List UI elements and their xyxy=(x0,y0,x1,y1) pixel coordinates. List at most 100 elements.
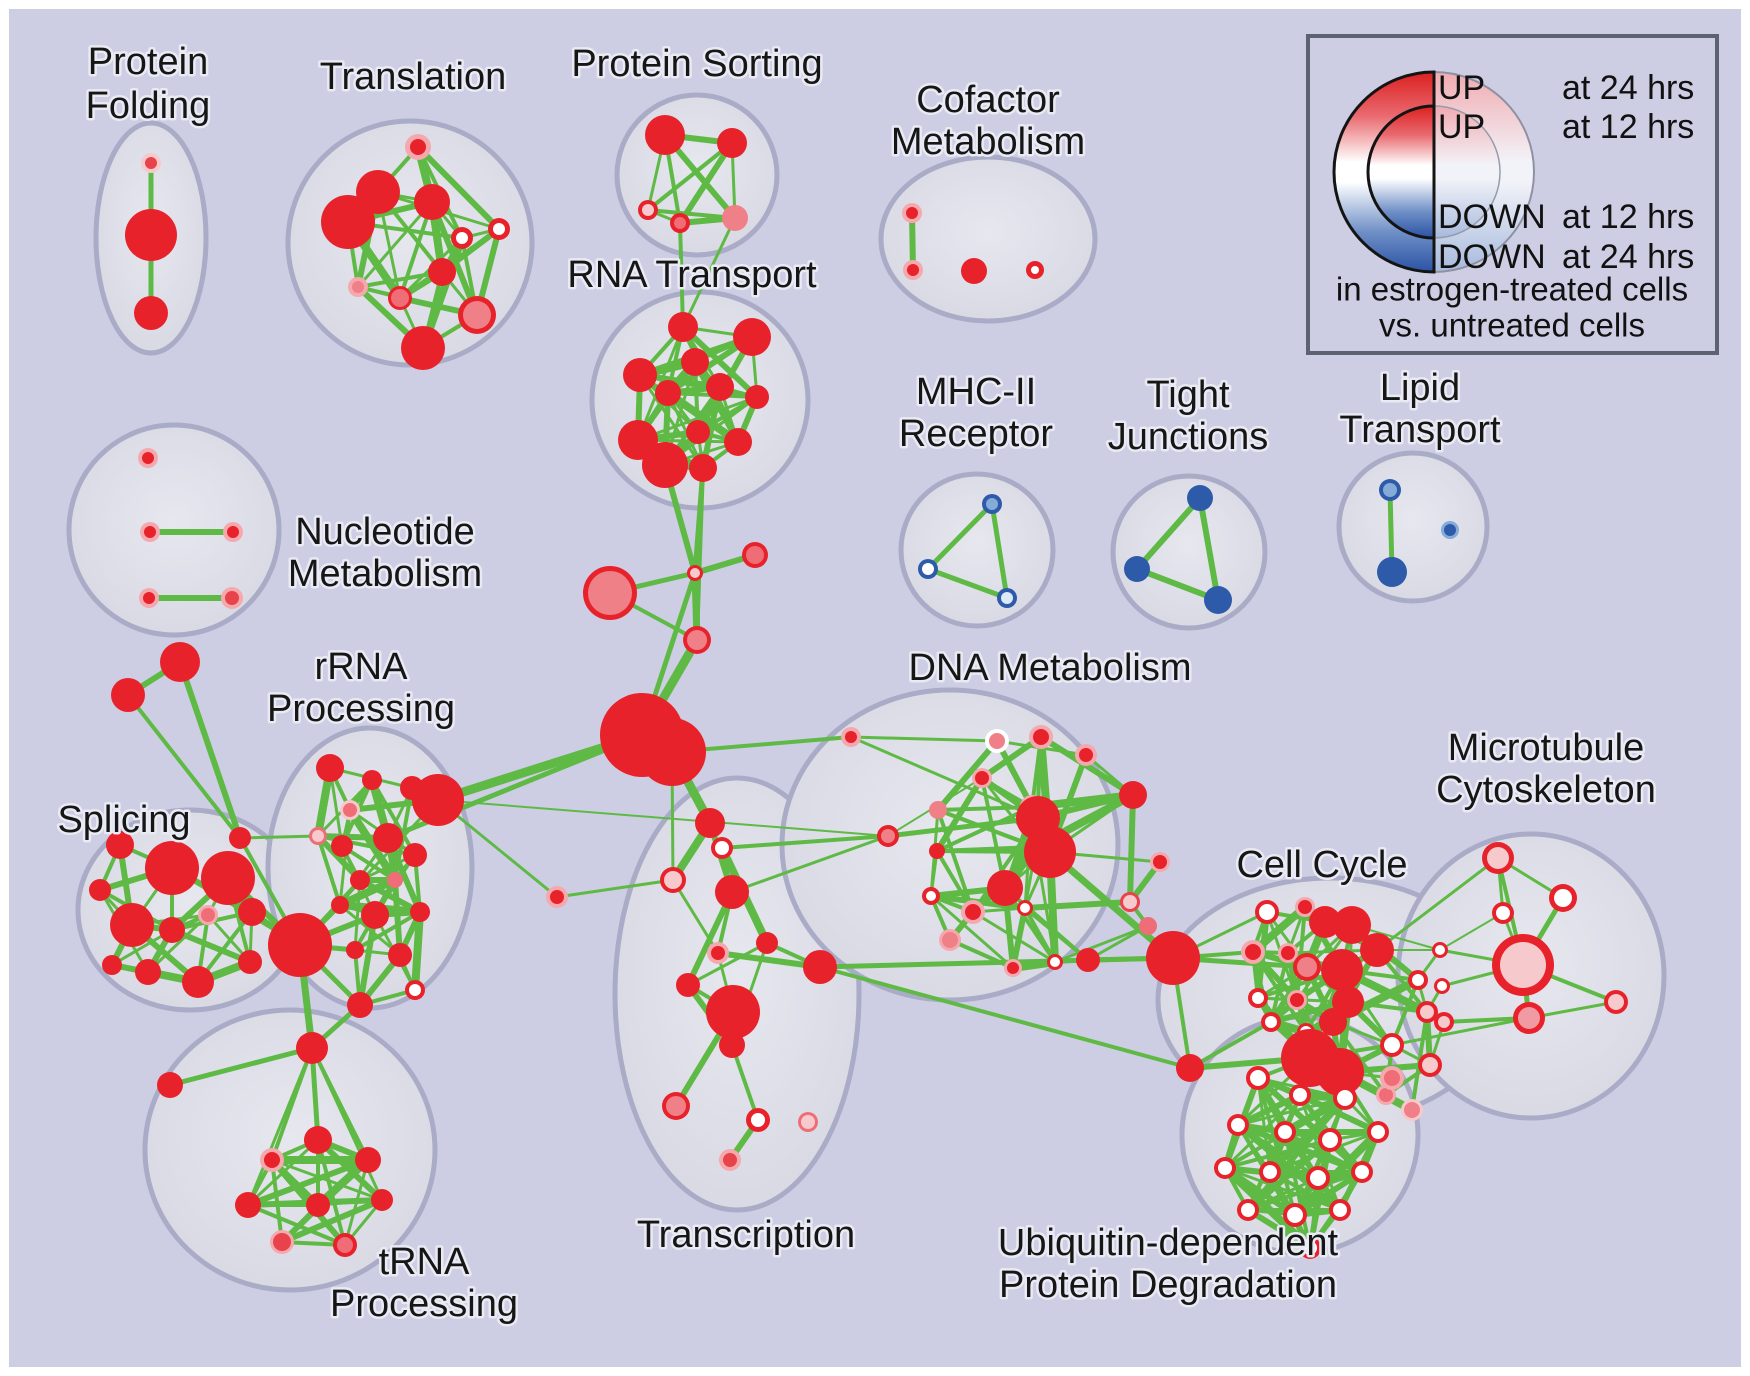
node xyxy=(987,870,1023,906)
node xyxy=(428,258,456,286)
cluster-label-rrna-processing: Processing xyxy=(267,688,455,730)
edge xyxy=(730,834,890,894)
node xyxy=(403,843,427,867)
node xyxy=(312,830,324,842)
edge xyxy=(1010,905,1028,971)
edge xyxy=(1375,856,1500,952)
node xyxy=(1554,889,1572,907)
edge xyxy=(1223,1166,1342,1212)
node xyxy=(493,223,505,235)
node xyxy=(1187,485,1213,511)
node xyxy=(706,985,760,1039)
node xyxy=(686,420,710,444)
cluster-label-mhc-ii-receptor: Receptor xyxy=(899,413,1054,455)
node xyxy=(409,984,421,996)
node xyxy=(304,1126,332,1154)
edge xyxy=(636,395,759,442)
edge xyxy=(555,878,675,899)
node xyxy=(1281,946,1295,960)
edge xyxy=(146,913,210,974)
node xyxy=(907,264,919,276)
edge xyxy=(177,659,243,841)
node xyxy=(238,898,266,926)
edge xyxy=(677,140,735,226)
cluster-label-ubiquitin-degradation: Ubiquitin-dependent xyxy=(998,1222,1339,1264)
node xyxy=(1337,1090,1353,1106)
node xyxy=(733,318,771,356)
node xyxy=(463,301,491,329)
node xyxy=(1033,729,1049,745)
node xyxy=(414,184,450,220)
edge xyxy=(1235,1092,1303,1128)
node xyxy=(321,195,375,249)
node xyxy=(1153,855,1167,869)
node xyxy=(1241,1203,1255,1217)
node xyxy=(1333,1203,1347,1217)
cluster-label-cell-cycle: Cell Cycle xyxy=(1236,844,1407,886)
edge xyxy=(646,141,734,212)
node xyxy=(1404,1102,1420,1118)
node xyxy=(715,841,729,855)
node xyxy=(1031,266,1039,274)
edge xyxy=(1134,495,1203,572)
node xyxy=(102,955,122,975)
node xyxy=(986,498,998,510)
edge xyxy=(686,941,769,987)
node xyxy=(362,770,382,790)
node xyxy=(711,946,725,960)
node xyxy=(201,908,215,922)
node xyxy=(142,452,154,464)
edge xyxy=(1439,912,1504,951)
node xyxy=(1204,586,1232,614)
node xyxy=(1444,524,1456,536)
cluster-label-rrna-processing: rRNA xyxy=(315,646,409,688)
node xyxy=(145,841,199,895)
node xyxy=(387,872,403,888)
edge xyxy=(925,501,995,572)
edge xyxy=(1023,906,1057,964)
cluster-label-microtubule-cytoskeleton: Microtubule xyxy=(1448,727,1644,769)
edge xyxy=(1188,1020,1273,1070)
edge xyxy=(971,910,1057,964)
node xyxy=(664,871,682,889)
node xyxy=(410,902,430,922)
node xyxy=(929,801,947,819)
node xyxy=(110,903,154,947)
cluster-label-protein-sorting: Protein Sorting xyxy=(571,43,822,85)
edge xyxy=(238,834,320,840)
node xyxy=(343,803,357,817)
node xyxy=(306,1193,330,1217)
node xyxy=(1007,962,1019,974)
node xyxy=(143,592,155,604)
node xyxy=(225,591,239,605)
node xyxy=(929,843,945,859)
node xyxy=(1298,900,1312,914)
node xyxy=(655,380,681,406)
legend-direction-label: UP xyxy=(1438,108,1485,146)
node xyxy=(229,827,251,849)
cluster-label-trna-processing: Processing xyxy=(330,1283,518,1325)
edge xyxy=(392,877,403,958)
node xyxy=(316,754,344,782)
node xyxy=(1437,981,1447,991)
node xyxy=(410,139,426,155)
node xyxy=(135,959,161,985)
edge xyxy=(849,735,999,743)
node xyxy=(975,771,989,785)
edge xyxy=(167,1045,315,1088)
node xyxy=(1310,1170,1326,1186)
node xyxy=(273,1233,291,1251)
node xyxy=(1050,957,1060,967)
cluster-label-lipid-transport: Transport xyxy=(1339,409,1501,451)
node xyxy=(106,831,134,859)
legend-time-label: at 12 hrs xyxy=(1562,198,1694,236)
legend-time-label: at 24 hrs xyxy=(1562,69,1694,107)
node xyxy=(157,1072,183,1098)
node xyxy=(346,941,364,959)
node xyxy=(745,385,769,409)
edge xyxy=(1023,906,1090,962)
node xyxy=(1377,557,1407,587)
edge xyxy=(338,808,352,907)
edge xyxy=(411,908,424,994)
